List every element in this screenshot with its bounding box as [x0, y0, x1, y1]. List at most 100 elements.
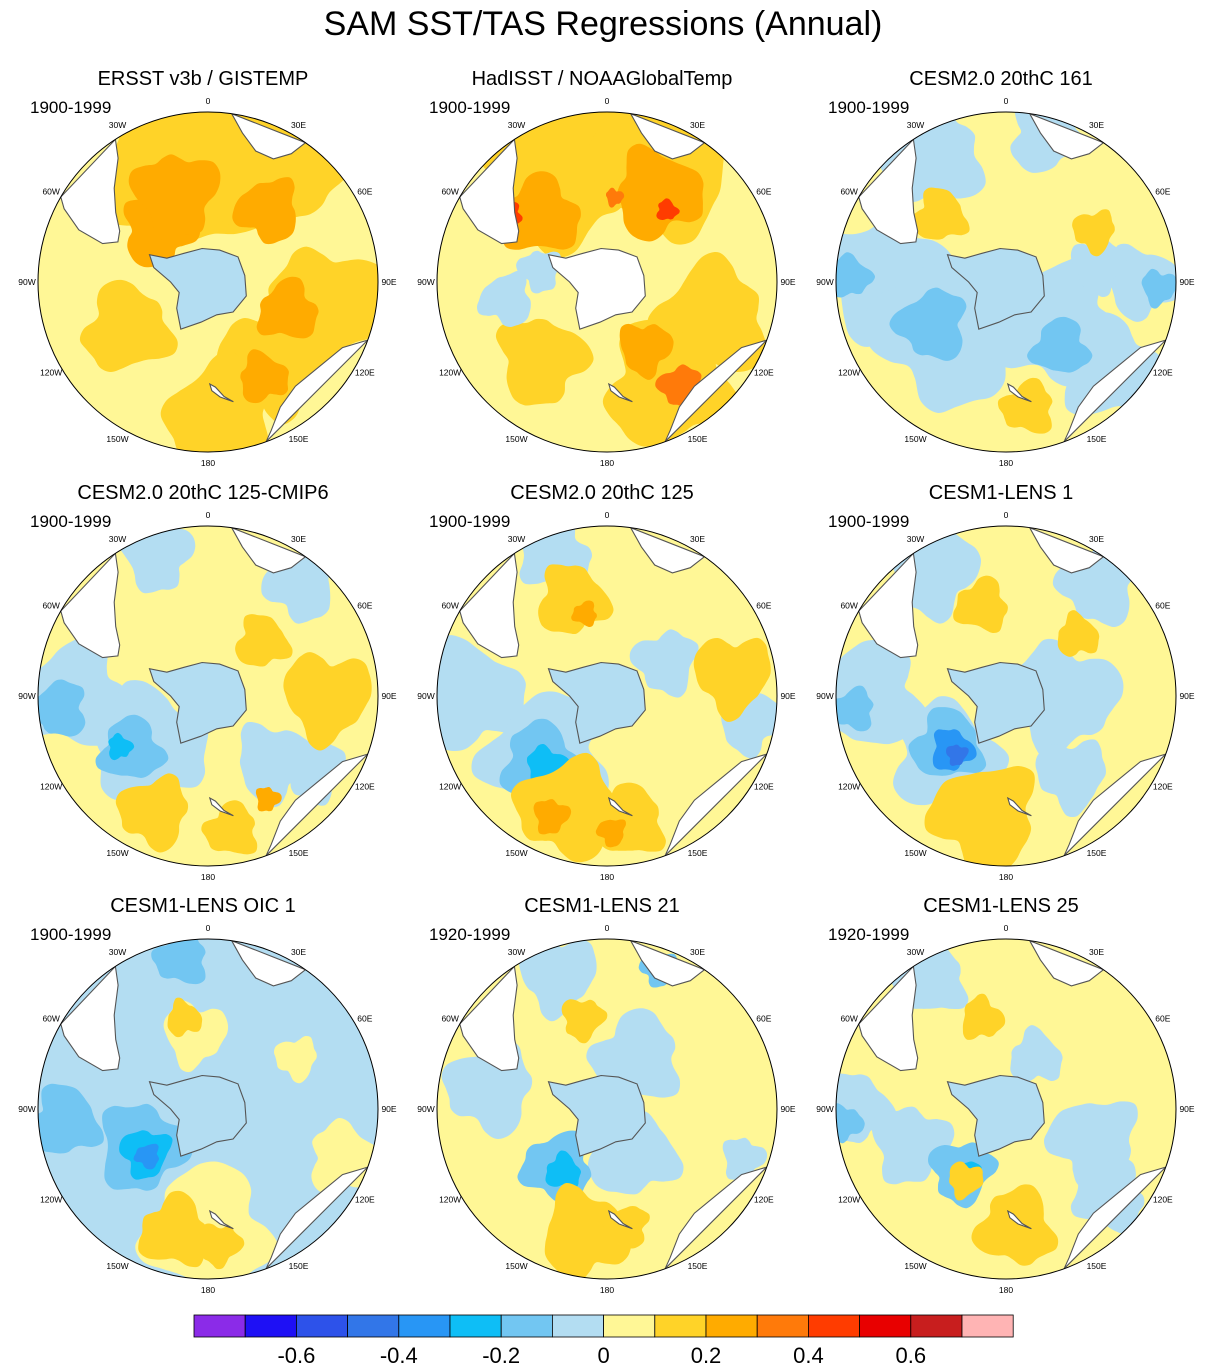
regression-contour: [115, 773, 189, 853]
lon-label: 120W: [838, 368, 860, 378]
regression-contour: [971, 1184, 1059, 1266]
colorbar-swatch: [449, 1314, 502, 1338]
polar-map-7: 0 30E 60E 90E 120E 150E 180 150W 120W 90W 60W 30W: [18, 923, 397, 1295]
map-border: [37, 111, 379, 453]
lon-label: 180: [999, 872, 1013, 882]
panel-7: CESM1-LENS OIC 1 1900-1999 0 30E 60E 90E 120…: [3, 893, 403, 1303]
colorbar-tick-label: -0.2: [482, 1343, 520, 1368]
figure-title: SAM SST/TAS Regressions (Annual): [323, 5, 883, 43]
regression-contour: [836, 685, 874, 732]
polar-map-8: 0 30E 60E 90E 120E 150E 180 150W 120W 90W 60W 30W: [417, 923, 796, 1295]
lon-label: 180: [201, 1285, 215, 1295]
lon-label: 150W: [904, 1261, 926, 1271]
antarctica-coast: [946, 661, 1045, 744]
colorbar-tick-label: -0.4: [380, 1343, 418, 1368]
panel-6: CESM1-LENS 1 1900-1999 0 30E 60E 90E 120E 150…: [801, 480, 1201, 890]
regression-contour: [273, 1035, 317, 1084]
lon-label: 60W: [840, 1014, 857, 1024]
regression-contour: [108, 732, 135, 761]
lon-label: 60E: [1155, 187, 1170, 197]
lon-label: 30W: [508, 534, 525, 544]
panel-period: 1920-1999: [828, 925, 910, 944]
australia-coast: [1063, 1166, 1167, 1270]
antarctica-coast: [148, 247, 247, 330]
antarctica-coast: [148, 1074, 247, 1157]
regression-contour: [1070, 1157, 1145, 1234]
regression-contour: [1057, 610, 1100, 657]
regression-contour: [519, 939, 597, 1022]
regression-contour: [79, 279, 178, 373]
lon-label: 60E: [357, 601, 372, 611]
lon-label: 120W: [439, 1195, 461, 1205]
regression-contour: [239, 721, 315, 808]
regression-contour: [232, 177, 296, 245]
map-border: [436, 111, 778, 453]
australia-coast: [664, 339, 768, 443]
panel-2: HadISST / NOAAGlobalTemp 1900-1999 0 30E 6…: [402, 66, 802, 476]
panel-period: 1900-1999: [828, 512, 910, 531]
regression-contour: [235, 614, 293, 667]
colorbar-tick-label: -0.6: [277, 1343, 315, 1368]
lon-label: 90E: [780, 691, 795, 701]
lon-label: 120W: [439, 368, 461, 378]
regression-contour: [1014, 638, 1124, 759]
antarctica-coast: [547, 247, 646, 330]
australia-coast: [664, 753, 768, 857]
colorbar-swatch: [398, 1314, 451, 1338]
lon-label: 60E: [756, 1014, 771, 1024]
southAmerica-coast: [60, 552, 121, 659]
colorbar-tick-label: 0.4: [793, 1343, 824, 1368]
panel-period: 1900-1999: [429, 512, 511, 531]
lon-label: 150E: [1087, 1261, 1107, 1271]
lon-label: 90E: [1179, 277, 1194, 287]
panel-period: 1900-1999: [30, 925, 112, 944]
lon-label: 30E: [291, 947, 306, 957]
lon-label: 90E: [780, 277, 795, 287]
lon-label: 150E: [1087, 434, 1107, 444]
lon-label: 30E: [1089, 947, 1104, 957]
lon-label: 60W: [441, 601, 458, 611]
polar-map-9: 0 30E 60E 90E 120E 150E 180 150W 120W 90W 60W 30W: [816, 923, 1195, 1295]
lon-label: 150E: [289, 434, 309, 444]
regression-contour: [255, 786, 282, 812]
map-border: [436, 938, 778, 1280]
panel-title: CESM2.0 20thC 125: [510, 482, 694, 504]
lon-label: 0: [206, 96, 211, 106]
regression-contour: [619, 323, 674, 380]
lon-label: 60E: [756, 187, 771, 197]
regression-contour: [571, 600, 597, 628]
southAmerica-coast: [459, 552, 520, 659]
lon-label: 120E: [1153, 1195, 1173, 1205]
polar-map-4: 0 30E 60E 90E 120E 150E 180 150W 120W 90W 60W 30W: [18, 510, 397, 882]
colorbar-swatch: [910, 1314, 963, 1338]
map-field: [437, 939, 777, 1279]
regression-contour: [256, 276, 319, 339]
lon-label: 90E: [381, 691, 396, 701]
regression-contour: [617, 143, 704, 242]
southAmerica-coast: [459, 965, 520, 1072]
lon-label: 90E: [381, 1104, 396, 1114]
newZealand-coast: [607, 382, 633, 403]
regression-contour: [151, 939, 206, 985]
newZealand-coast: [1006, 382, 1032, 403]
lon-label: 30E: [1089, 120, 1104, 130]
lon-label: 30W: [109, 947, 126, 957]
lon-label: 30W: [508, 120, 525, 130]
lon-label: 180: [600, 872, 614, 882]
lon-label: 0: [605, 923, 610, 933]
antarctica-coast: [547, 661, 646, 744]
lon-label: 120E: [1153, 782, 1173, 792]
lon-label: 120W: [838, 1195, 860, 1205]
panel-title: CESM1-LENS 25: [923, 895, 1079, 917]
polar-map-2: 0 30E 60E 90E 120E 150E 180 150W 120W 90W 60W 30W: [417, 96, 796, 468]
regression-contour: [997, 377, 1053, 434]
lon-label: 180: [201, 458, 215, 468]
lon-label: 30E: [690, 534, 705, 544]
lon-label: 150E: [289, 1261, 309, 1271]
colorbar-tick-label: 0: [597, 1343, 609, 1368]
antarctica-coast: [547, 1074, 646, 1157]
lon-label: 0: [1004, 96, 1009, 106]
regression-contour: [1072, 209, 1115, 257]
colorbar-swatch: [859, 1314, 912, 1338]
lon-label: 120E: [754, 1195, 774, 1205]
